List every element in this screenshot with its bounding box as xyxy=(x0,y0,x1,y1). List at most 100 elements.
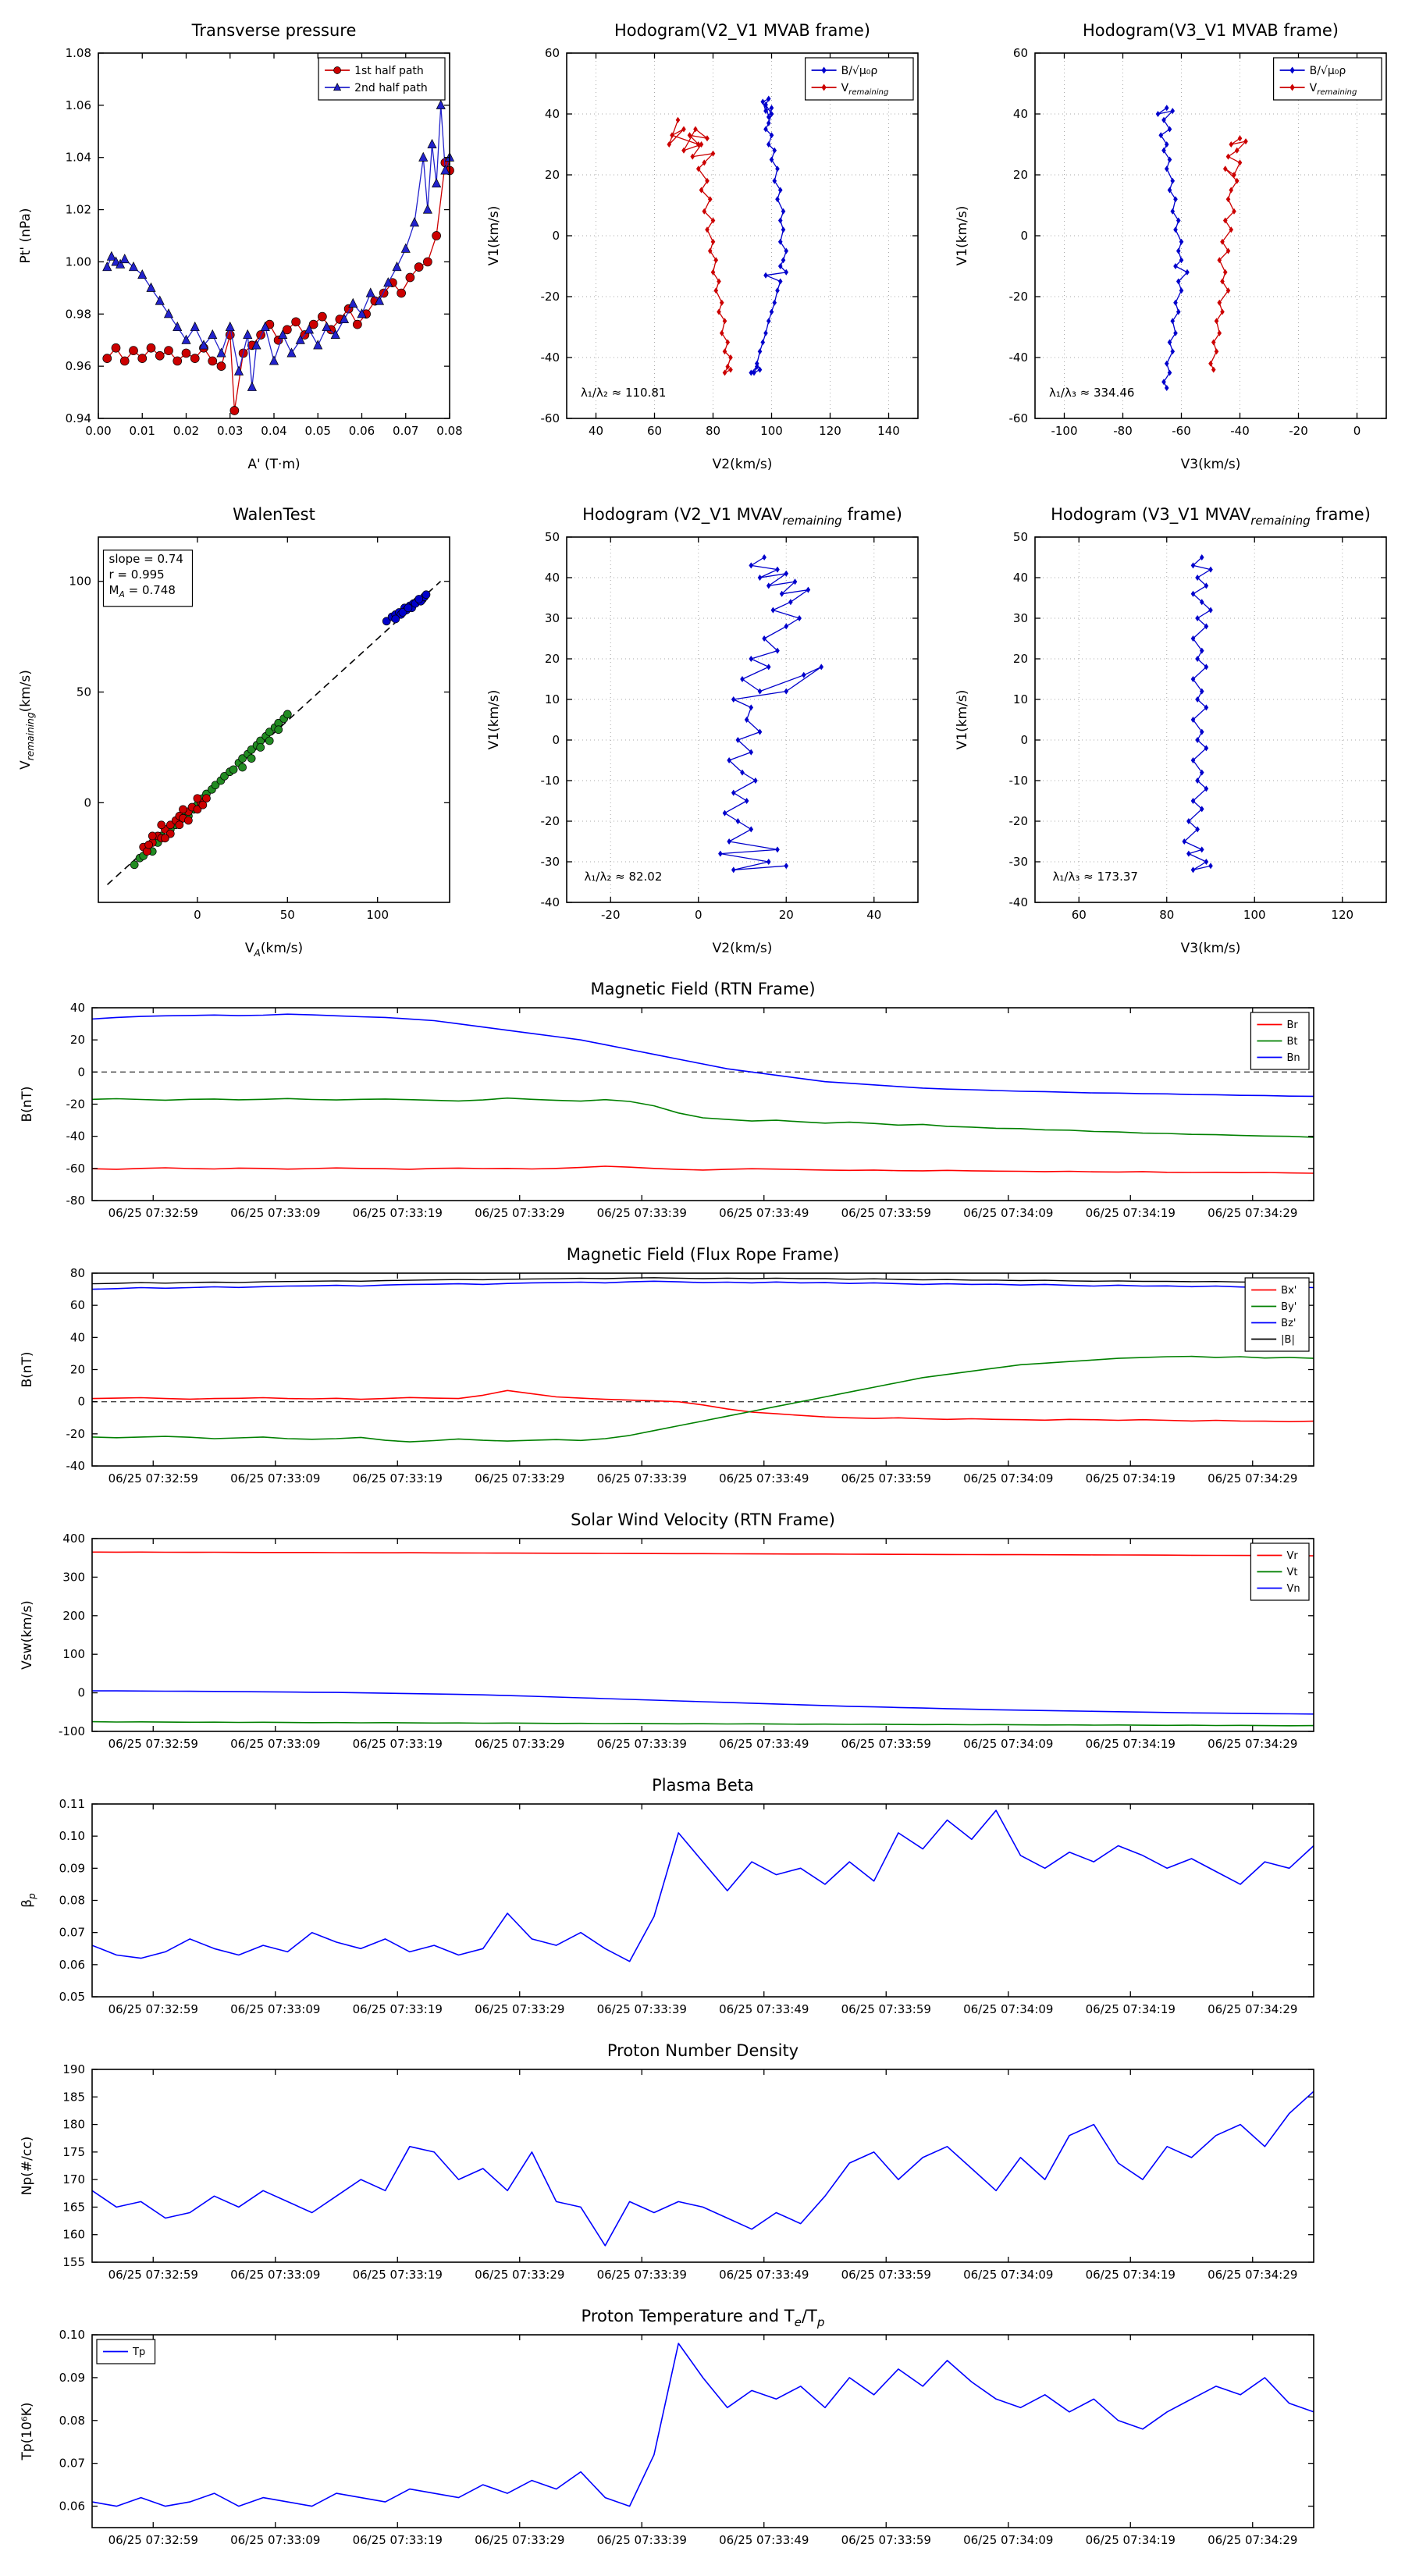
svg-text:100: 100 xyxy=(69,575,91,589)
svg-text:155: 155 xyxy=(62,2255,85,2269)
svg-text:0.10: 0.10 xyxy=(59,1829,85,1843)
svg-text:200: 200 xyxy=(62,1609,85,1623)
svg-text:06/25 07:33:39: 06/25 07:33:39 xyxy=(597,1471,687,1485)
svg-text:06/25 07:34:29: 06/25 07:34:29 xyxy=(1208,2268,1297,2282)
svg-text:-40: -40 xyxy=(541,350,560,365)
svg-text:λ₁/λ₃ ≈ 334.46: λ₁/λ₃ ≈ 334.46 xyxy=(1049,386,1134,400)
svg-text:0.10: 0.10 xyxy=(59,2328,85,2342)
svg-text:-20: -20 xyxy=(1289,424,1308,438)
svg-text:0.06: 0.06 xyxy=(349,424,375,438)
svg-text:0.98: 0.98 xyxy=(66,307,91,321)
svg-text:V3(km/s): V3(km/s) xyxy=(1181,457,1241,472)
svg-text:Hodogram (V2_V1 MVAVremaining: Hodogram (V2_V1 MVAVremaining frame) xyxy=(582,505,902,528)
svg-text:B(nT): B(nT) xyxy=(20,1351,35,1387)
svg-text:80: 80 xyxy=(1159,908,1174,922)
svg-text:1.04: 1.04 xyxy=(66,151,91,165)
svg-text:06/25 07:34:19: 06/25 07:34:19 xyxy=(1086,2533,1176,2547)
svg-text:06/25 07:32:59: 06/25 07:32:59 xyxy=(108,1206,198,1220)
svg-text:Magnetic Field (Flux Rope Fram: Magnetic Field (Flux Rope Frame) xyxy=(567,1245,840,1264)
svg-text:0: 0 xyxy=(695,908,702,922)
svg-text:-40: -40 xyxy=(541,895,560,909)
svg-text:Pt' (nPa): Pt' (nPa) xyxy=(18,208,34,264)
svg-text:40: 40 xyxy=(1013,571,1028,585)
svg-text:40: 40 xyxy=(70,1330,85,1344)
svg-text:Vremaining: Vremaining xyxy=(1310,82,1357,97)
svg-text:06/25 07:34:19: 06/25 07:34:19 xyxy=(1086,2002,1176,2016)
svg-text:VA(km/s): VA(km/s) xyxy=(245,941,303,959)
svg-text:165: 165 xyxy=(62,2200,85,2214)
svg-text:0.05: 0.05 xyxy=(305,424,331,438)
svg-text:-40: -40 xyxy=(66,1130,86,1144)
svg-text:1st half path: 1st half path xyxy=(354,65,424,77)
svg-text:100: 100 xyxy=(760,424,783,438)
svg-text:MA = 0.748: MA = 0.748 xyxy=(109,583,176,600)
svg-text:120: 120 xyxy=(819,424,841,438)
svg-text:-40: -40 xyxy=(1009,350,1029,365)
svg-text:06/25 07:33:29: 06/25 07:33:29 xyxy=(475,1737,564,1751)
svg-text:0.08: 0.08 xyxy=(59,2414,85,2428)
svg-text:By': By' xyxy=(1281,1301,1297,1313)
svg-text:0.11: 0.11 xyxy=(59,1797,85,1811)
svg-text:λ₁/λ₂ ≈ 82.02: λ₁/λ₂ ≈ 82.02 xyxy=(585,870,663,884)
svg-text:06/25 07:34:09: 06/25 07:34:09 xyxy=(963,2533,1053,2547)
svg-text:λ₁/λ₃ ≈ 173.37: λ₁/λ₃ ≈ 173.37 xyxy=(1053,870,1138,884)
svg-text:slope = 0.74: slope = 0.74 xyxy=(109,552,183,566)
svg-text:1.00: 1.00 xyxy=(66,254,91,269)
chart-magnetic-field-flux-rope: 06/25 07:32:59 06/25 07:33:09 06/25 07:33:… xyxy=(0,1238,1405,1503)
svg-text:20: 20 xyxy=(779,908,794,922)
chart-hodogram-v3v1-mvav: 60 80 100 120 -40 -30 -20 -10 0 10 20 30 40 50 Hodogra… xyxy=(937,489,1405,973)
svg-text:r = 0.995: r = 0.995 xyxy=(109,568,165,582)
svg-text:06/25 07:33:39: 06/25 07:33:39 xyxy=(597,1206,687,1220)
svg-text:B(nT): B(nT) xyxy=(20,1086,35,1122)
svg-text:40: 40 xyxy=(545,107,560,121)
svg-text:30: 30 xyxy=(1013,611,1028,625)
svg-text:20: 20 xyxy=(1013,168,1028,182)
svg-text:Proton Number Density: Proton Number Density xyxy=(607,2041,799,2060)
svg-text:06/25 07:34:29: 06/25 07:34:29 xyxy=(1208,1206,1297,1220)
chart-transverse-pressure: 0.00 0.01 0.02 0.03 0.04 0.05 0.06 0.07 0.08 0.94… xyxy=(0,5,468,489)
svg-text:06/25 07:33:39: 06/25 07:33:39 xyxy=(597,2002,687,2016)
panel-row-1: 0.00 0.01 0.02 0.03 0.04 0.05 0.06 0.07 0.08 0.94… xyxy=(0,5,1405,489)
svg-text:50: 50 xyxy=(76,685,91,699)
svg-text:0: 0 xyxy=(1020,733,1028,747)
svg-text:0.96: 0.96 xyxy=(66,359,91,373)
svg-text:Bz': Bz' xyxy=(1281,1318,1296,1329)
svg-text:60: 60 xyxy=(545,46,560,60)
svg-text:06/25 07:33:29: 06/25 07:33:29 xyxy=(475,2533,564,2547)
svg-text:06/25 07:34:29: 06/25 07:34:29 xyxy=(1208,1737,1297,1751)
svg-text:20: 20 xyxy=(70,1033,85,1047)
svg-text:120: 120 xyxy=(1331,908,1353,922)
svg-text:0: 0 xyxy=(194,908,201,922)
svg-text:Solar Wind Velocity (RTN Frame: Solar Wind Velocity (RTN Frame) xyxy=(571,1510,835,1529)
svg-text:-40: -40 xyxy=(1230,424,1250,438)
svg-text:06/25 07:33:19: 06/25 07:33:19 xyxy=(353,2002,443,2016)
svg-text:-30: -30 xyxy=(541,855,560,869)
svg-text:60: 60 xyxy=(1013,46,1028,60)
svg-text:0.03: 0.03 xyxy=(217,424,243,438)
chart-magnetic-field-rtn: 06/25 07:32:59 06/25 07:33:09 06/25 07:33:… xyxy=(0,973,1405,1238)
svg-text:06/25 07:33:29: 06/25 07:33:29 xyxy=(475,2002,564,2016)
svg-text:175: 175 xyxy=(62,2145,85,2159)
chart-walen-test: 0 50 100 0 50 100 WalenTest VA(km/s) Vremaining(… xyxy=(0,489,468,973)
svg-text:V2(km/s): V2(km/s) xyxy=(713,941,773,956)
svg-text:06/25 07:34:19: 06/25 07:34:19 xyxy=(1086,2268,1176,2282)
svg-text:06/25 07:34:09: 06/25 07:34:09 xyxy=(963,1471,1053,1485)
chart-plasma-beta: 06/25 07:32:59 06/25 07:33:09 06/25 07:33:… xyxy=(0,1769,1405,2034)
svg-text:06/25 07:33:59: 06/25 07:33:59 xyxy=(841,2002,931,2016)
svg-text:06/25 07:33:19: 06/25 07:33:19 xyxy=(353,2533,443,2547)
svg-text:06/25 07:33:39: 06/25 07:33:39 xyxy=(597,2268,687,2282)
svg-text:06/25 07:33:59: 06/25 07:33:59 xyxy=(841,2268,931,2282)
svg-text:Vn: Vn xyxy=(1286,1583,1300,1595)
svg-text:06/25 07:32:59: 06/25 07:32:59 xyxy=(108,1471,198,1485)
svg-text:Bn: Bn xyxy=(1286,1052,1300,1064)
svg-text:-20: -20 xyxy=(601,908,621,922)
svg-text:0.04: 0.04 xyxy=(261,424,286,438)
svg-text:-40: -40 xyxy=(1009,895,1029,909)
svg-text:0.09: 0.09 xyxy=(59,2371,85,2385)
svg-text:-10: -10 xyxy=(1009,774,1029,788)
svg-text:06/25 07:33:59: 06/25 07:33:59 xyxy=(841,1206,931,1220)
svg-text:-10: -10 xyxy=(541,774,560,788)
chart-hodogram-v3v1-mvab: -100 -80 -60 -40 -20 0 -60 -40 -20 0 20 40 60 Hodogra… xyxy=(937,5,1405,489)
svg-text:1.02: 1.02 xyxy=(66,203,91,217)
svg-text:185: 185 xyxy=(62,2090,85,2104)
